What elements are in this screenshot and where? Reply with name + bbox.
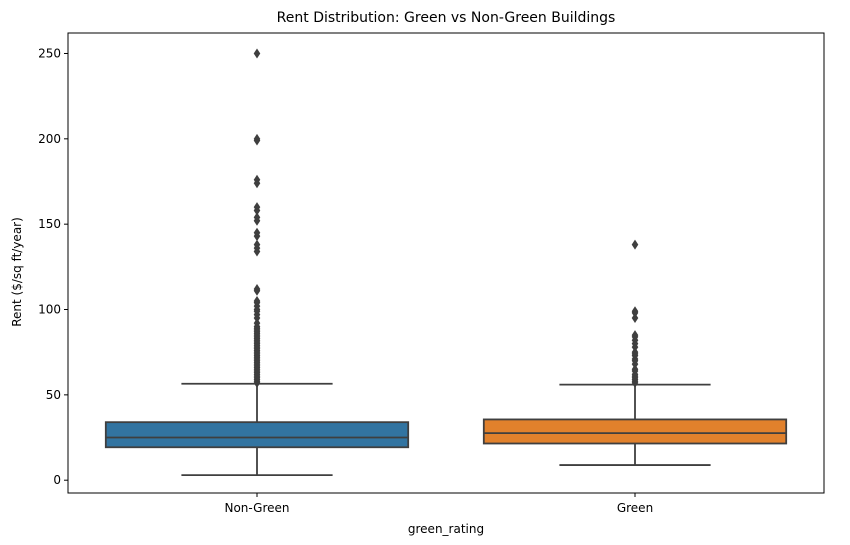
y-tick-label: 250 [38,46,61,60]
x-tick-label-non-green: Non-Green [224,501,289,515]
y-axis-label: Rent ($/sq ft/year) [10,217,24,327]
outlier-point [253,212,261,223]
y-tick-label: 100 [38,303,61,317]
outlier-point [253,48,261,59]
iqr-box [104,421,410,449]
box-group-green [482,239,788,466]
iqr-box [482,418,788,445]
y-tick-label: 50 [46,388,61,402]
outlier-point [253,239,261,250]
plot-area [104,48,788,477]
outlier-point [631,347,639,358]
outlier-point [631,313,639,324]
y-axis: 0 50 100 150 200 250 [38,46,68,487]
outlier-point [253,227,261,238]
x-axis-label: green_rating [408,522,484,536]
box-group-non-green [104,48,410,477]
y-tick-label: 200 [38,132,61,146]
outlier-point [253,318,261,329]
x-tick-label-green: Green [617,501,653,515]
outlier-point [631,364,639,375]
y-tick-label: 0 [53,473,61,487]
axes-frame [67,32,825,494]
outlier-point [253,133,261,144]
outlier-point [631,306,639,317]
chart-title: Rent Distribution: Green vs Non-Green Bu… [277,10,616,26]
outlier-point [253,174,261,185]
x-axis: Non-Green Green [224,493,653,515]
outlier-point [253,202,261,213]
outlier-point [631,239,639,250]
y-tick-label: 150 [38,217,61,231]
outlier-point [631,330,639,341]
outlier-point [253,284,261,295]
outlier-point [253,295,261,306]
